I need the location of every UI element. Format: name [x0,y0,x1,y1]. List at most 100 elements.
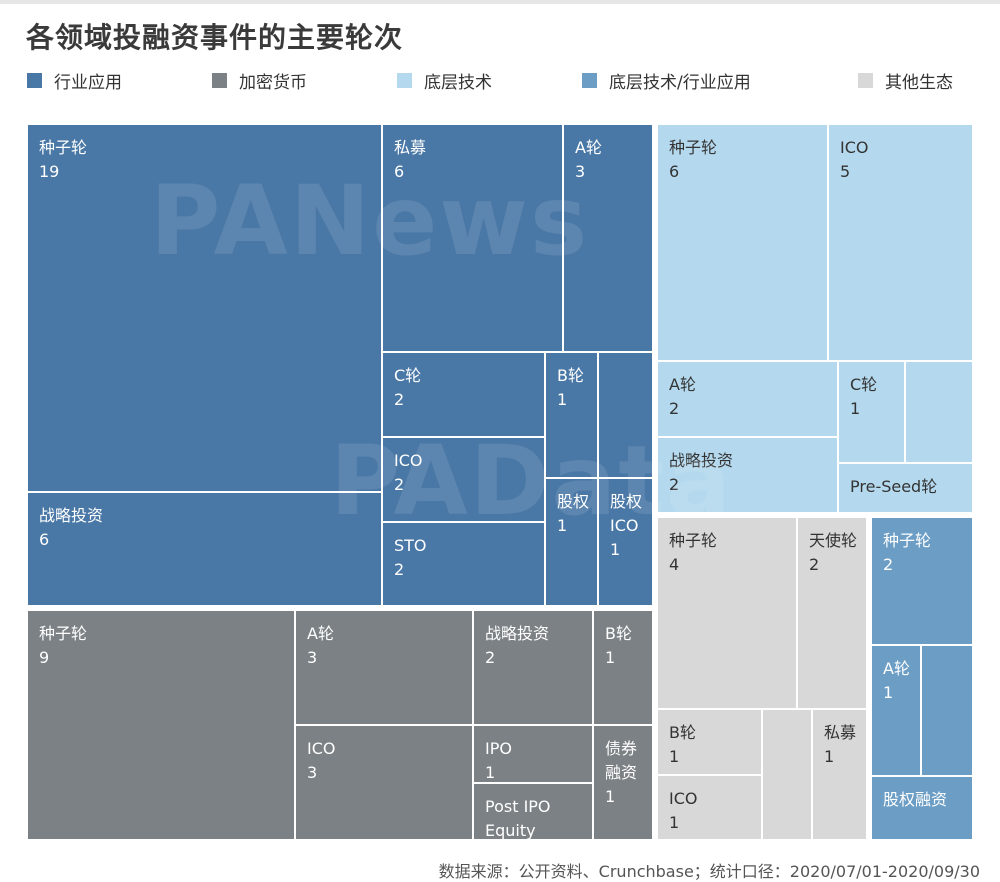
legend-item-industry: 行业应用 [27,68,122,93]
treemap-rect [870,775,974,841]
treemap-cell-label: C轮 [394,366,421,385]
treemap-cell: 私募 1 [811,708,868,841]
treemap-cell-label: 种子轮 [669,531,717,550]
treemap-rect [381,436,546,523]
treemap-cell: 天使轮 2 [796,516,868,710]
treemap-cell-label: 1 [669,813,679,832]
treemap-cell: 种子轮 19 [26,123,383,493]
treemap-cell-label: 2 [485,648,495,667]
treemap-cell: 种子轮 6 [656,123,829,362]
legend-label: 底层技术 [424,73,492,93]
treemap-rect [26,491,383,607]
treemap-rect [904,360,974,464]
treemap-cell-label: Pre-Seed轮 [850,477,937,496]
treemap-cell-label: 天使轮 [809,531,857,550]
treemap-rect [656,708,763,776]
treemap-cell: 私募 6 [381,123,564,353]
legend-item-infra: 底层技术 [397,68,492,93]
treemap-rect [656,436,839,514]
treemap-cell-label: 1 [669,747,679,766]
legend-swatch [582,73,597,88]
treemap-cell: 种子轮 4 [656,516,798,710]
treemap-cell: 股权 1 [544,477,599,607]
treemap-cell-label: A轮 [669,375,696,394]
treemap-cell-label: ICO [394,451,422,470]
treemap-rect [870,644,922,777]
treemap-cell-label: 私募 [824,723,856,742]
treemap-rect [837,462,974,514]
treemap-cell-label: 股权 [610,492,642,511]
treemap-rect [761,708,813,841]
legend-swatch [212,73,227,88]
treemap-cell-label: 融资 [605,763,637,782]
treemap-cell: 股权 ICO 1 [597,477,654,607]
treemap-rect [26,609,296,841]
treemap-rect [811,708,868,841]
treemap-cell-label: 5 [840,162,850,181]
treemap-cell [597,351,654,479]
treemap-cell-label: 2 [394,475,404,494]
legend-swatch [27,73,42,88]
treemap-cell: IPO 1 [472,724,594,784]
legend-item-crypto: 加密货币 [212,68,307,93]
treemap-cell-label: 战略投资 [39,506,103,525]
treemap-cell-label: 1 [605,787,615,806]
treemap-rect [592,609,654,726]
treemap-cell: 种子轮 2 [870,516,974,646]
treemap-rect [544,477,599,607]
legend: 行业应用 加密货币 底层技术 底层技术/行业应用 其他生态 [0,68,1000,98]
treemap-rect [656,774,763,841]
treemap-rect [920,644,974,777]
treemap-cell: C轮 2 [381,351,546,438]
treemap-cell: A轮 2 [656,360,839,438]
top-divider [0,0,1000,4]
chart-title: 各领域投融资事件的主要轮次 [26,21,404,54]
treemap-cell-label: 1 [883,683,893,702]
treemap-rect [592,724,654,841]
legend-item-other: 其他生态 [858,68,953,93]
treemap-cell-label: B轮 [605,624,632,643]
treemap-rect [656,360,839,438]
treemap-rect [827,123,974,362]
treemap-rect [597,477,654,607]
treemap-cell-label: A轮 [575,138,602,157]
legend-label: 行业应用 [54,73,122,93]
treemap-cell-label: Post IPO [485,797,551,816]
legend-label: 其他生态 [885,73,953,93]
treemap-cell-label: 2 [669,399,679,418]
treemap-cell: 战略投资 2 [472,609,594,726]
treemap-cell-label: 2 [883,555,893,574]
treemap-cell: B轮 1 [592,609,654,726]
treemap-rect [597,351,654,479]
treemap-cell-label: ICO [610,516,638,535]
treemap-cell: A轮 3 [294,609,474,726]
treemap-cell-label: 6 [39,530,49,549]
treemap-cell-label: 2 [394,560,404,579]
treemap-cell-label: A轮 [307,624,334,643]
treemap-cell-label: 股权融资 [883,790,947,809]
treemap-cell [920,644,974,777]
treemap-cell: B轮 1 [656,708,763,776]
treemap-cell: A轮 3 [562,123,654,353]
treemap-rect [294,724,474,841]
treemap-cell-label: Equity [485,821,536,840]
treemap-rect [381,123,564,353]
treemap-cell: Post IPO Equity [472,782,594,841]
treemap-cell-label: STO [394,536,427,555]
treemap-cell-label: 种子轮 [883,531,931,550]
treemap-cell: B轮 1 [544,351,599,479]
treemap-cell-label: 3 [575,162,585,181]
legend-swatch [397,73,412,88]
treemap-cell-label: 6 [394,162,404,181]
treemap-cell: 种子轮 9 [26,609,296,841]
treemap-rect [562,123,654,353]
treemap-cell: Pre-Seed轮 [837,462,974,514]
treemap-cell-label: 9 [39,648,49,667]
treemap-cell-label: 战略投资 [669,451,733,470]
treemap-rect [656,123,829,362]
treemap-cell-label: 1 [605,648,615,667]
treemap-cell-label: 私募 [394,138,426,157]
treemap-cell [761,708,813,841]
